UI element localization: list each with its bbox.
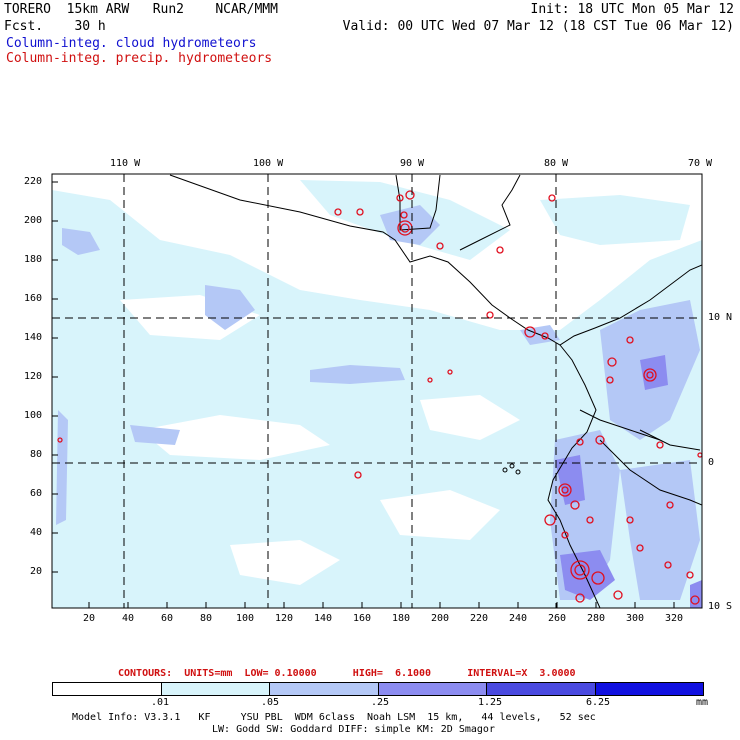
hydrometeor-field <box>52 180 702 608</box>
y-tick-label: 180 <box>24 254 43 265</box>
physics-info: LW: Godd SW: Goddard DIFF: simple KM: 2D… <box>212 724 495 735</box>
lat-label: 10 S <box>708 601 733 612</box>
y-tick-label: 220 <box>24 176 43 187</box>
colorbar <box>52 682 704 696</box>
field-label-precip: Column-integ. precip. hydrometeors <box>6 51 273 66</box>
colorbar-bin <box>378 683 487 695</box>
x-tick-label: 260 <box>548 613 567 624</box>
y-tick-label: 20 <box>30 566 43 577</box>
y-tick-label: 40 <box>30 527 43 538</box>
y-tick-label: 80 <box>30 449 43 460</box>
forecast-hour: Fcst. 30 h <box>4 19 106 34</box>
y-tick-label: 60 <box>30 488 43 499</box>
colorbar-label: .25 <box>370 697 390 708</box>
contour-info: CONTOURS: UNITS=mm LOW= 0.10000 HIGH= 6.… <box>118 668 576 679</box>
plot-frame <box>51 173 703 609</box>
x-tick-label: 300 <box>626 613 645 624</box>
lon-label: 80 W <box>544 158 569 169</box>
model-title: TORERO 15km ARW Run2 NCAR/MMM <box>4 2 278 17</box>
x-tick-label: 180 <box>392 613 411 624</box>
colorbar-bin <box>595 683 703 695</box>
x-tick-label: 20 <box>83 613 96 624</box>
field-label-cloud: Column-integ. cloud hydrometeors <box>6 36 257 51</box>
x-tick-label: 240 <box>509 613 528 624</box>
colorbar-bin <box>53 683 162 695</box>
x-tick-label: 160 <box>353 613 372 624</box>
x-tick-label: 80 <box>200 613 213 624</box>
model-info: Model Info: V3.3.1 KF YSU PBL WDM 6class… <box>72 712 596 723</box>
colorbar-units: mm <box>695 697 709 708</box>
colorbar-label: 1.25 <box>477 697 503 708</box>
lon-label: 70 W <box>688 158 713 169</box>
graticule <box>52 174 702 608</box>
lon-label: 100 W <box>253 158 284 169</box>
colorbar-bin <box>487 683 596 695</box>
y-tick-label: 140 <box>24 332 43 343</box>
y-tick-label: 200 <box>24 215 43 226</box>
precip-contours <box>57 190 702 605</box>
x-tick-label: 120 <box>275 613 294 624</box>
colorbar-label: .01 <box>150 697 170 708</box>
x-tick-label: 140 <box>314 613 333 624</box>
colorbar-bin <box>161 683 270 695</box>
axis-ticks <box>52 181 675 608</box>
lon-label: 90 W <box>400 158 425 169</box>
x-tick-label: 280 <box>587 613 606 624</box>
x-tick-label: 60 <box>161 613 174 624</box>
y-tick-label: 100 <box>24 410 43 421</box>
valid-time: Valid: 00 UTC Wed 07 Mar 12 (18 CST Tue … <box>342 19 734 34</box>
init-time: Init: 18 UTC Mon 05 Mar 12 <box>530 2 735 17</box>
y-tick-label: 120 <box>24 371 43 382</box>
x-tick-label: 100 <box>236 613 255 624</box>
colorbar-bin <box>270 683 379 695</box>
lon-label: 110 W <box>110 158 141 169</box>
x-tick-label: 40 <box>122 613 135 624</box>
x-tick-label: 220 <box>470 613 489 624</box>
y-tick-label: 160 <box>24 293 43 304</box>
coastline <box>169 174 702 608</box>
colorbar-label: .05 <box>260 697 280 708</box>
colorbar-label: 6.25 <box>585 697 611 708</box>
x-tick-label: 200 <box>431 613 450 624</box>
lat-label: 0 <box>708 457 715 468</box>
x-tick-label: 320 <box>665 613 684 624</box>
lat-label: 10 N <box>708 312 733 323</box>
